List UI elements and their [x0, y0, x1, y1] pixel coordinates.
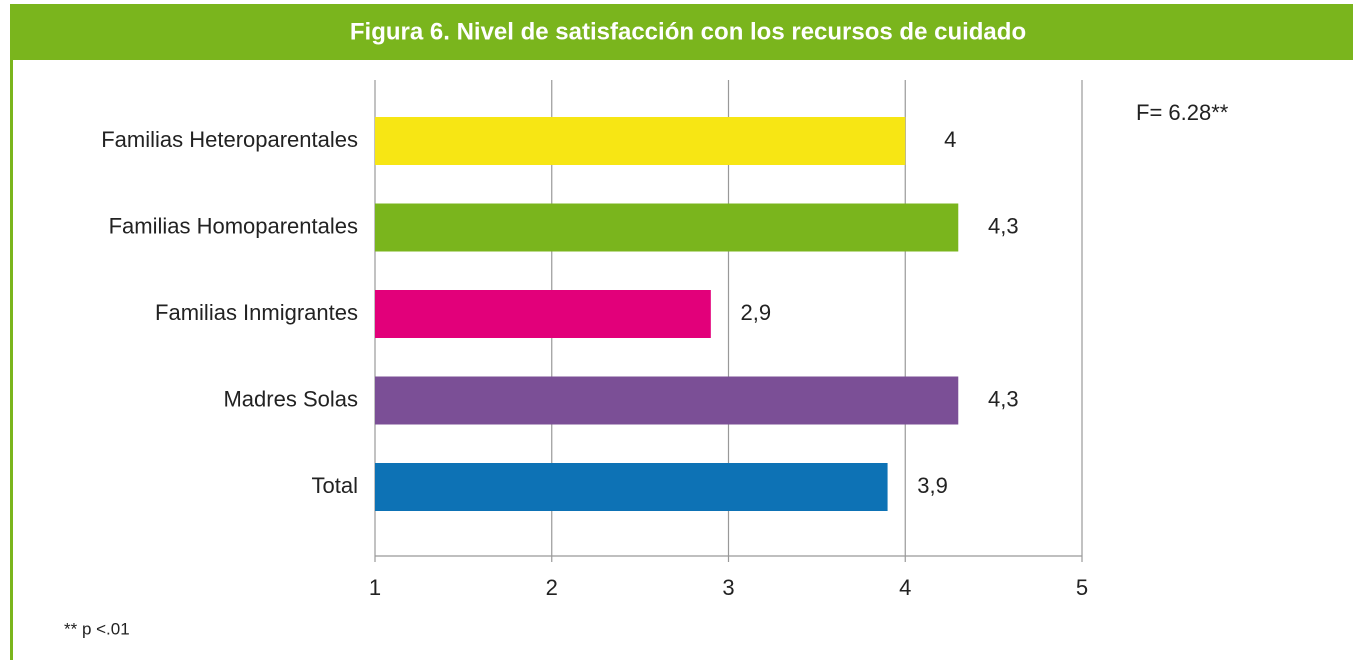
x-tick-label: 3 — [722, 575, 734, 600]
bar — [375, 203, 959, 252]
value-label: 4,3 — [988, 386, 1019, 411]
value-label: 4,3 — [988, 213, 1019, 238]
bar — [375, 117, 906, 165]
footnote: ** p <.01 — [64, 619, 130, 638]
value-label: 2,9 — [741, 300, 772, 325]
value-label: 4 — [944, 127, 956, 152]
value-label: 3,9 — [917, 473, 948, 498]
x-tick-label: 5 — [1076, 575, 1088, 600]
bar — [375, 376, 959, 425]
header-bar — [10, 4, 1353, 60]
chart-title: Figura 6. Nivel de satisfacción con los … — [350, 18, 1026, 45]
left-border — [10, 4, 13, 660]
y-tick-label: Familias Inmigrantes — [155, 300, 358, 325]
x-tick-label: 1 — [369, 575, 381, 600]
y-tick-label: Madres Solas — [223, 386, 358, 411]
x-tick-label: 4 — [899, 575, 911, 600]
bar — [375, 290, 711, 338]
x-tick-label: 2 — [546, 575, 558, 600]
y-tick-label: Total — [312, 473, 358, 498]
bar — [375, 463, 888, 511]
y-tick-label: Familias Heteroparentales — [101, 127, 358, 152]
y-tick-label: Familias Homoparentales — [109, 213, 358, 238]
annotation: F= 6.28** — [1136, 100, 1229, 125]
